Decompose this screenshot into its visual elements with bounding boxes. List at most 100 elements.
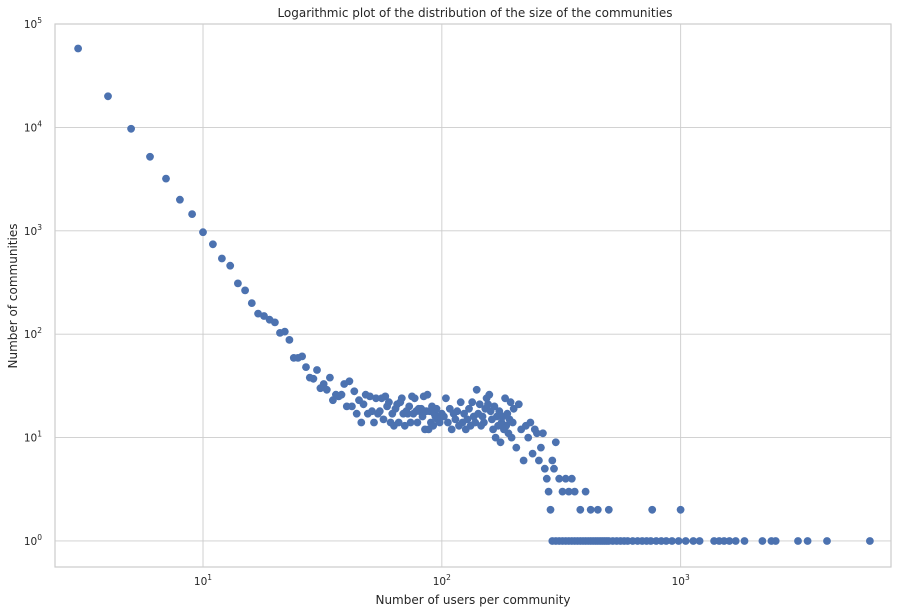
- data-point: [604, 505, 613, 514]
- data-point: [593, 505, 602, 514]
- plot-frame: [54, 23, 892, 568]
- data-point: [298, 352, 306, 361]
- data-point: [406, 418, 415, 427]
- data-point: [740, 537, 749, 545]
- data-point: [226, 261, 235, 270]
- data-point: [695, 537, 704, 545]
- data-point: [176, 195, 184, 204]
- data-point: [394, 418, 403, 427]
- data-point: [567, 474, 576, 483]
- data-point: [397, 394, 406, 403]
- data-point: [491, 433, 500, 442]
- data-point: [490, 402, 499, 411]
- data-point: [385, 398, 393, 407]
- data-point: [502, 421, 511, 430]
- x-axis-label: Number of users per community: [375, 593, 570, 607]
- data-point: [519, 456, 528, 465]
- y-tick-label: 100: [24, 533, 42, 548]
- data-point: [319, 380, 328, 388]
- axis-ticks: 101 102 103 100 101 102 103 104 105: [24, 16, 690, 588]
- data-point: [313, 366, 321, 374]
- data-point: [689, 537, 698, 545]
- data-point: [794, 537, 802, 545]
- data-point: [413, 418, 422, 427]
- data-point: [478, 412, 487, 421]
- data-point: [758, 537, 767, 545]
- data-point: [322, 385, 331, 394]
- y-tick-label: 104: [24, 119, 42, 134]
- data-point: [429, 421, 438, 430]
- data-point: [507, 433, 516, 442]
- data-point: [209, 240, 217, 249]
- data-point: [544, 487, 553, 496]
- data-point: [435, 418, 444, 427]
- data-point: [771, 537, 780, 545]
- data-point: [456, 398, 465, 407]
- data-point: [199, 228, 207, 237]
- chart-title: Logarithmic plot of the distribution of …: [277, 6, 672, 20]
- y-tick-label: 105: [24, 16, 42, 31]
- data-point: [74, 44, 82, 53]
- data-point: [480, 418, 488, 427]
- data-point: [271, 318, 279, 327]
- data-points: [74, 44, 874, 545]
- data-point: [442, 394, 450, 403]
- data-point: [725, 537, 734, 545]
- data-point: [524, 433, 533, 442]
- data-point: [668, 537, 676, 545]
- y-tick-label: 102: [24, 326, 42, 341]
- data-point: [280, 327, 289, 336]
- data-point: [188, 210, 197, 219]
- x-tick-label: 103: [672, 573, 690, 588]
- data-point: [463, 415, 472, 424]
- data-point: [234, 279, 242, 288]
- data-point: [285, 336, 294, 344]
- data-point: [555, 474, 564, 483]
- data-point: [403, 409, 412, 418]
- data-point: [514, 400, 523, 409]
- data-point: [162, 174, 170, 183]
- data-point: [576, 505, 585, 514]
- data-point: [309, 374, 318, 383]
- data-point: [241, 286, 250, 295]
- data-point: [648, 505, 657, 514]
- data-point: [823, 537, 831, 545]
- data-point: [379, 415, 388, 424]
- data-point: [485, 390, 494, 399]
- data-point: [509, 404, 518, 413]
- data-point: [345, 377, 354, 386]
- data-point: [866, 537, 874, 545]
- data-point: [586, 505, 595, 514]
- data-point: [512, 443, 521, 452]
- data-point: [453, 407, 462, 416]
- data-point: [542, 474, 551, 483]
- data-point: [526, 418, 535, 427]
- data-point: [528, 449, 537, 458]
- y-tick-label: 103: [24, 223, 42, 238]
- data-point: [662, 537, 671, 545]
- data-point: [537, 443, 545, 452]
- grid-lines: [55, 24, 891, 567]
- data-point: [400, 421, 409, 430]
- data-point: [357, 418, 366, 427]
- data-point: [372, 394, 380, 403]
- data-point: [254, 309, 262, 318]
- data-point: [472, 385, 481, 394]
- x-tick-label: 102: [433, 573, 451, 588]
- data-point: [460, 409, 468, 418]
- data-point: [326, 373, 334, 382]
- data-point: [337, 390, 346, 399]
- data-point: [218, 254, 226, 263]
- data-point: [146, 152, 154, 161]
- data-point: [674, 537, 683, 545]
- data-point: [581, 487, 590, 496]
- data-point: [539, 429, 547, 438]
- y-tick-label: 101: [24, 430, 42, 445]
- data-point: [564, 487, 573, 496]
- data-point: [465, 404, 473, 413]
- data-point: [375, 407, 384, 416]
- data-point: [546, 505, 555, 514]
- data-point: [410, 394, 419, 403]
- x-tick-label: 101: [194, 573, 212, 588]
